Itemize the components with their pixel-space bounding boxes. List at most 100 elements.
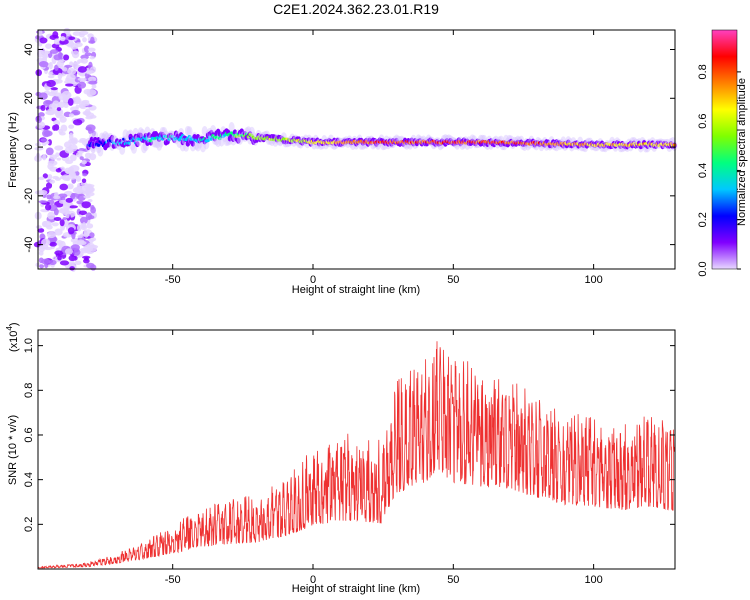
spectrogram-cell: [68, 132, 74, 141]
spectrogram-cell: [50, 49, 59, 54]
spectrogram-cell: [40, 50, 51, 55]
spectrogram-cell: [67, 183, 74, 190]
spectrogram-cell: [69, 154, 77, 162]
spectrogram-ridge: [85, 122, 678, 157]
spectrogram-cell: [46, 231, 56, 239]
spectrogram-cell: [80, 54, 89, 60]
spectrogram-cell: [77, 66, 87, 73]
spectrogram-cell: [76, 185, 87, 193]
spectrogram-noise-region: [33, 27, 99, 272]
spectrogram-cell: [39, 264, 45, 269]
spectrogram-cell: [81, 201, 91, 209]
spectrogram-cell: [46, 194, 52, 200]
spectrogram-cell: [70, 244, 80, 251]
spectrogram-cell: [36, 121, 46, 129]
spectrogram-cell: [86, 262, 95, 269]
spectrogram-cell: [40, 138, 48, 142]
spectrogram-cell: [68, 255, 77, 262]
spectrogram-cell: [87, 76, 97, 82]
spectrogram-cell: [85, 185, 93, 192]
spectrogram-cell: [52, 175, 59, 180]
spectrogram-cell: [59, 219, 65, 227]
spectrogram-cell: [68, 113, 75, 118]
spectrogram-cell: [85, 112, 95, 118]
y-tick-label: 0: [23, 144, 35, 150]
spectrogram-cell: [53, 119, 61, 127]
spectrogram-cell: [53, 216, 62, 221]
spectrogram-cell: [72, 31, 82, 36]
spectrogram-cell: [62, 67, 68, 72]
spectrogram-cell: [53, 38, 61, 45]
y-tick-label: 40: [23, 43, 35, 55]
spectrogram-cell: [68, 205, 78, 209]
spectrogram-cell: [186, 126, 193, 137]
spectrogram-y-axis-label: Frequency (Hz): [7, 112, 19, 188]
spectrogram-cell: [87, 47, 96, 52]
spectrogram-cell: [42, 154, 47, 161]
spectrogram-cell: [47, 174, 53, 180]
spectrogram-cell: [130, 143, 137, 154]
spectrogram-cell: [88, 40, 96, 44]
spectrogram-y-ticks: 40 20 0 -20 -40: [23, 43, 675, 253]
spectrogram-cell: [59, 260, 70, 266]
y-tick-label: 1.0: [23, 338, 35, 353]
spectrogram-cell: [70, 192, 76, 200]
spectrogram-cell: [64, 248, 74, 255]
y-tick-label: 0.6: [23, 427, 35, 442]
spectrogram-cell: [68, 166, 74, 172]
spectrogram-cell: [45, 43, 52, 49]
spectrogram-cell: [38, 61, 49, 68]
spectrogram-cell: [43, 246, 53, 251]
spectrogram-cell: [68, 36, 76, 41]
x-tick-label: 0: [310, 274, 316, 286]
spectrogram-cell: [76, 224, 82, 232]
spectrogram-cell: [67, 98, 74, 106]
colorbar-gradient: [711, 29, 738, 270]
x-tick-label: 50: [447, 574, 459, 586]
snr-series-line: [37, 341, 676, 570]
spectrogram-cell: [75, 104, 80, 109]
spectrogram-cell: [89, 232, 95, 238]
spectrogram-cell: [42, 173, 48, 179]
spectrogram-cell: [53, 54, 62, 61]
spectrogram-cell: [56, 107, 62, 112]
x-tick-label: 50: [447, 274, 459, 286]
colorbar: 0.0 0.2 0.4 0.6 0.8 Normalized spectral ampl…: [697, 29, 748, 277]
spectrogram-cell: [74, 42, 83, 48]
spectrogram-cell: [62, 217, 67, 221]
spectrogram-cell: [41, 220, 48, 227]
spectrogram-cell: [86, 89, 97, 96]
x-tick-label: 100: [584, 274, 602, 286]
spectrogram-cell: [84, 257, 89, 261]
spectrogram-cell: [79, 138, 87, 142]
spectrogram-cell: [54, 250, 64, 256]
spectrogram-cell: [35, 69, 42, 77]
snr-multiplier: (x104): [5, 322, 20, 352]
spectrogram-cell: [35, 225, 42, 229]
spectrogram-cell: [37, 228, 45, 233]
figure-title: C2E1.2024.362.23.01.R19: [273, 1, 439, 17]
spectrogram-cell: [86, 223, 94, 229]
spectrogram-cell: [37, 189, 48, 196]
spectrogram-cell: [68, 138, 78, 144]
spectrogram-cell: [228, 122, 235, 133]
spectrogram-cell: [69, 266, 75, 271]
spectrogram-cell: [81, 178, 87, 183]
spectrogram-cell: [67, 68, 77, 75]
spectrogram-cell: [79, 156, 84, 161]
spectrogram-cell: [57, 101, 65, 109]
spectrogram-cell: [65, 197, 74, 203]
spectrogram-cell: [91, 84, 97, 89]
spectrogram-cell: [49, 241, 57, 247]
spectrogram-frame: [37, 29, 676, 270]
spectrogram-cell: [89, 55, 95, 60]
spectrogram-cell: [65, 177, 71, 182]
spectrogram-cell: [51, 222, 59, 227]
spectrogram-panel: -50 0 50 100 40 20 0 -20 -40 Height of straight…: [7, 27, 678, 296]
y-tick-label: 0.4: [23, 472, 35, 487]
spectrogram-cell: [52, 100, 60, 109]
spectrogram-cell: [66, 73, 76, 82]
spectrogram-cell: [47, 211, 56, 220]
spectrogram-cell: [85, 70, 93, 75]
spectrogram-cell: [76, 239, 85, 245]
